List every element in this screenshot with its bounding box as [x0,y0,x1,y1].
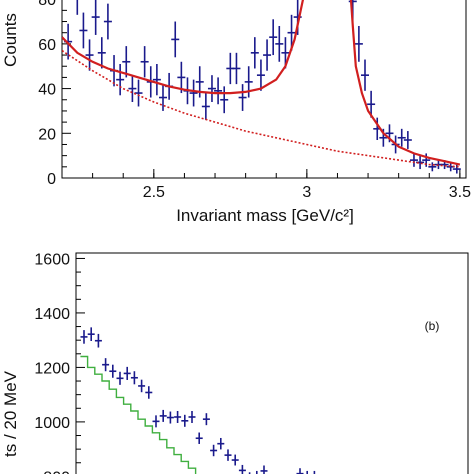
data-point [87,327,95,341]
data-point [403,131,412,149]
data-point [275,26,284,62]
panel-b-frame [75,252,469,474]
y-tick-label: 60 [38,37,56,54]
data-point [123,366,131,380]
data-point [159,84,167,111]
data-point [231,454,239,466]
panel-a-marks [62,0,461,174]
data-point [220,86,229,114]
data-point [296,468,304,474]
panel-b-axes: 800 1000 1200 1400 1600 [34,251,85,474]
data-point [79,12,88,49]
y-tick-label: 20 [38,126,56,143]
panel-a: 2.5 3 3.5 0 20 40 60 80 Invariant mass [GeV/c²]… [1,0,471,225]
data-point [109,364,117,378]
data-point [128,75,137,102]
data-point [130,371,138,385]
data-point [140,46,149,78]
data-point [152,64,161,96]
y-tick-label: 40 [38,82,56,99]
data-point [102,358,110,372]
data-point [367,90,376,118]
data-point [232,52,241,85]
data-point [181,414,189,427]
data-point [250,37,259,69]
data-point [269,19,278,56]
data-point [134,79,143,107]
panel-a-y-axis-title: Counts [1,13,20,67]
data-point [97,37,106,69]
panel-a-axes: 2.5 3 3.5 0 20 40 60 80 [38,0,471,201]
x-tick-label: 3.5 [449,184,471,201]
mc-histogram [80,355,197,474]
y-tick-label: 800 [43,469,70,474]
data-point [188,411,196,423]
data-point [138,379,146,393]
data-point [306,470,309,474]
x-tick-label: 2.5 [143,184,165,201]
data-point [238,84,247,111]
data-point [76,0,79,15]
panel-b-annotation: (b) [425,319,440,333]
data-point [80,330,88,344]
y-tick-label: 80 [38,0,56,9]
data-point [159,409,167,422]
data-point [166,411,174,424]
data-point [202,413,210,426]
data-point [214,77,223,105]
data-point [428,162,437,172]
data-point [354,26,363,62]
panel-b-y-axis-title: ts / 20 MeV [1,370,20,457]
data-point [287,14,296,51]
data-point [313,470,316,474]
panel-a-x-axis-title: Invariant mass [GeV/c²] [176,206,354,225]
data-point [210,444,218,457]
data-point [189,79,198,107]
background-curve [62,49,460,168]
panel-b: 800 1000 1200 1400 1600 ts / 20 MeV (b) [1,251,469,474]
y-tick-label: 1400 [34,306,70,323]
data-point [260,465,268,474]
data-point [94,333,102,348]
data-point [255,470,258,474]
data-point [409,153,418,167]
y-tick-label: 1000 [34,415,70,432]
panel-a-frame [61,0,467,179]
data-point [361,59,369,91]
data-point [201,93,210,120]
data-point [256,59,265,91]
data-point [217,437,225,450]
data-point [207,75,216,102]
data-point [177,61,186,94]
y-tick-label: 1600 [34,251,70,268]
data-point [152,415,160,428]
data-point [116,371,124,385]
data-point [174,411,182,423]
panel-b-marks [80,327,316,474]
data-point [103,3,112,40]
x-tick-label: 3 [302,184,311,201]
y-tick-label: 1200 [34,360,70,377]
fit-curve [62,0,461,166]
data-point [116,64,125,96]
data-point [171,21,180,58]
data-point [238,464,246,474]
data-point [145,386,153,399]
data-point [122,46,131,78]
data-point [397,128,406,147]
y-tick-label: 0 [47,171,56,188]
data-point [224,449,232,461]
data-point [263,39,272,71]
data-point [85,39,94,71]
data-point [195,432,203,444]
data-point [91,0,100,35]
